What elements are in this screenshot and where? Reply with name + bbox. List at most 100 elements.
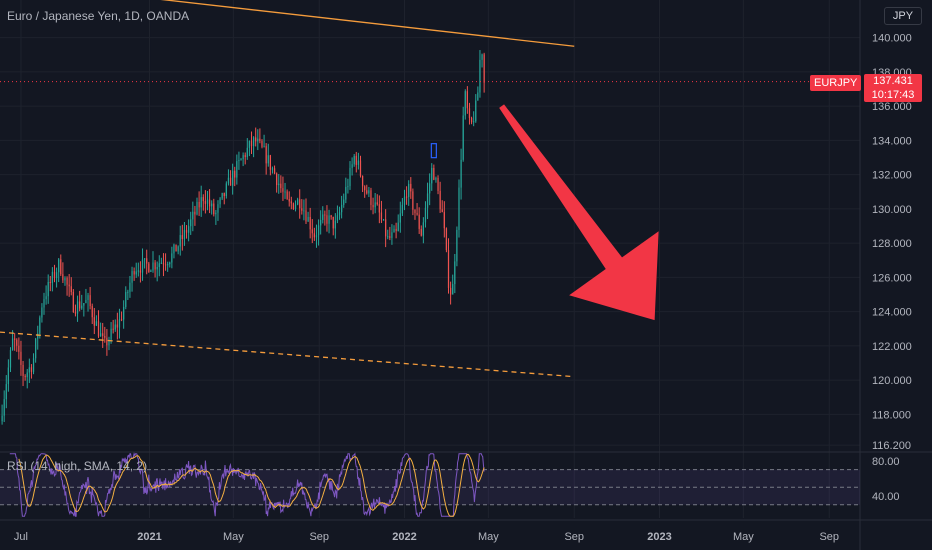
candle-body — [340, 204, 343, 213]
candle-body — [303, 210, 305, 212]
candle-body — [240, 159, 242, 161]
candle-body — [324, 214, 326, 216]
price-tick-label: 128.000 — [872, 238, 912, 250]
candle-body — [431, 167, 433, 184]
currency-button[interactable]: JPY — [884, 7, 922, 25]
candle-body — [412, 191, 414, 210]
candle-body — [190, 219, 192, 227]
price-tick-label: 130.000 — [872, 204, 912, 216]
candle-body — [93, 317, 95, 326]
candle-body — [146, 258, 148, 264]
time-tick-label: Sep — [564, 531, 584, 543]
candle-body — [14, 338, 16, 340]
candle-body — [99, 333, 102, 337]
candle-body — [299, 199, 301, 209]
candle-body — [106, 337, 108, 346]
price-tick-label: 116.200 — [872, 440, 911, 452]
candle-body — [374, 202, 376, 208]
candle-body — [123, 306, 125, 320]
candle-body — [108, 339, 110, 346]
candle-body — [351, 164, 353, 168]
candle-body — [141, 259, 144, 273]
candle-body — [336, 215, 339, 221]
candle-body — [296, 199, 299, 205]
candle-body — [330, 215, 332, 217]
rsi-tick-label: 80.00 — [872, 456, 900, 468]
candle-body — [263, 146, 265, 148]
candle-body — [164, 264, 167, 266]
candle-body — [24, 376, 26, 378]
candle-body — [387, 236, 389, 238]
candle-body — [250, 140, 253, 147]
candle-body — [35, 338, 37, 359]
candle-body — [204, 201, 207, 204]
candle-body — [418, 214, 420, 229]
candle-body — [66, 277, 68, 285]
candle-body — [116, 324, 118, 328]
candle-body — [439, 190, 441, 210]
candle-body — [320, 220, 322, 226]
candle-body — [399, 213, 401, 223]
candle-body — [156, 267, 158, 270]
candle-body — [349, 167, 351, 187]
price-tick-label: 136.000 — [872, 101, 912, 113]
candle-body — [229, 177, 232, 186]
candle-body — [177, 246, 179, 252]
candle-body — [213, 203, 215, 215]
candle-body — [62, 274, 64, 281]
candle-body — [424, 207, 427, 223]
bar-countdown: 10:17:43 — [871, 88, 915, 101]
down-arrow-annotation[interactable] — [499, 104, 659, 321]
candle-body — [414, 209, 416, 214]
rsi-indicator-label[interactable]: RSI (14, high, SMA, 14, 2) — [7, 459, 148, 473]
candle-body — [366, 190, 368, 194]
candle-body — [185, 229, 188, 233]
candle-body — [246, 147, 248, 157]
candle-body — [133, 271, 135, 275]
time-tick-label: May — [223, 531, 244, 543]
candle-body — [238, 160, 240, 162]
candle-body — [311, 229, 313, 234]
upper-trendline[interactable] — [0, 0, 575, 47]
candle-body — [443, 212, 445, 229]
candle-body — [456, 229, 458, 262]
drawing-marker[interactable] — [430, 143, 437, 159]
candle-body — [175, 244, 177, 252]
candle-body — [45, 296, 47, 300]
candle-body — [449, 287, 452, 295]
candle-body — [257, 138, 259, 142]
candle-body — [420, 228, 422, 236]
candle-body — [74, 311, 77, 314]
candle-body — [53, 271, 56, 278]
candle-body — [368, 190, 370, 194]
candle-body — [143, 258, 146, 260]
candle-body — [125, 292, 127, 307]
candle-body — [286, 191, 288, 200]
candle-body — [200, 197, 202, 208]
candle-body — [267, 155, 269, 164]
candle-body — [410, 183, 412, 192]
lower-trendline[interactable] — [0, 331, 575, 378]
rsi-tick-label: 40.00 — [872, 491, 900, 503]
candle-body — [28, 367, 30, 373]
candle-body — [343, 199, 345, 205]
candle-body — [81, 305, 83, 309]
candle-body — [150, 270, 152, 272]
price-tick-label: 122.000 — [872, 341, 912, 353]
candle-body — [5, 384, 7, 400]
candle-body — [376, 202, 378, 205]
candle-body — [429, 183, 431, 194]
candle-body — [43, 299, 45, 308]
candle-body — [385, 219, 387, 237]
candle-body — [3, 399, 5, 416]
candle-body — [223, 192, 225, 197]
candle-body — [227, 177, 230, 184]
candle-body — [322, 214, 324, 221]
candle-body — [187, 226, 190, 233]
candle-body — [49, 282, 51, 284]
time-tick-label: Jul — [14, 531, 28, 543]
candle-body — [22, 364, 24, 377]
candle-body — [483, 54, 485, 83]
candle-body — [284, 191, 286, 193]
